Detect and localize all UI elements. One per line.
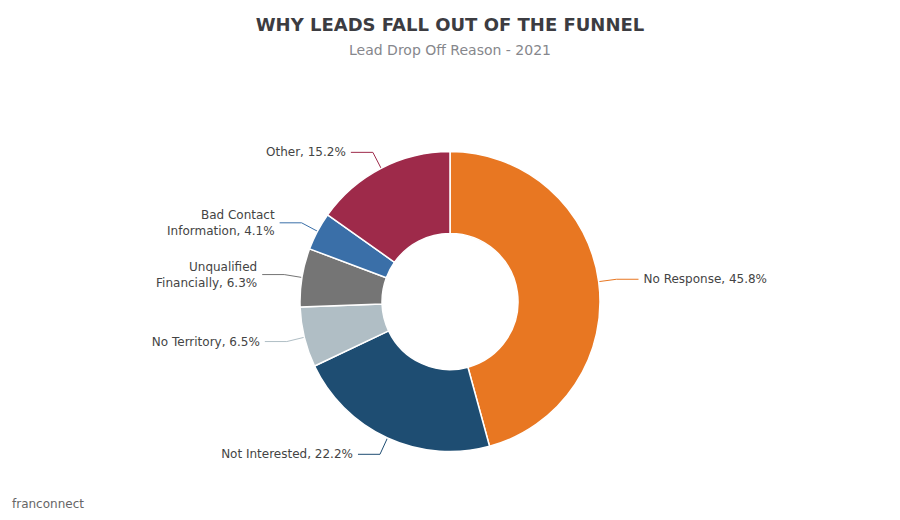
svg-text:Not Interested, 22.2%: Not Interested, 22.2% [221,447,353,461]
svg-text:Unqualified: Unqualified [189,260,257,274]
svg-text:No Response, 45.8%: No Response, 45.8% [644,272,768,286]
svg-text:Financially, 6.3%: Financially, 6.3% [156,276,257,290]
svg-text:Lead Drop Off Reason - 2021: Lead Drop Off Reason - 2021 [349,42,551,58]
svg-text:WHY LEADS FALL OUT OF THE FUNN: WHY LEADS FALL OUT OF THE FUNNEL [256,14,645,35]
svg-text:No Territory, 6.5%: No Territory, 6.5% [152,335,260,349]
svg-text:Information, 4.1%: Information, 4.1% [167,224,275,238]
svg-text:Other, 15.2%: Other, 15.2% [266,145,346,159]
svg-text:Bad Contact: Bad Contact [201,208,275,222]
svg-text:franconnect: franconnect [12,497,84,511]
